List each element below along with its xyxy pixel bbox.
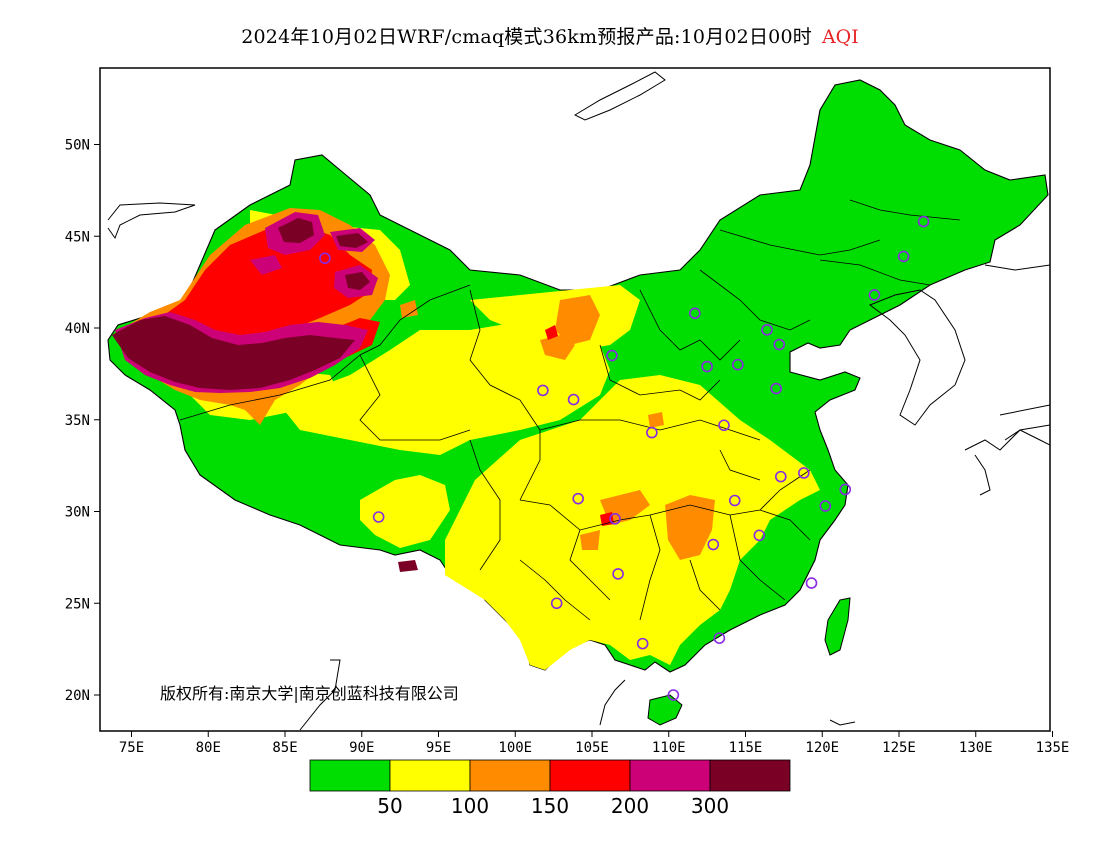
city-station-marker [319,252,331,265]
legend-label: 150 [530,794,570,818]
title-text: 2024年10月02日WRF/cmaq模式36km预报产品:10月02日00时 [241,26,812,48]
city-station-marker [753,529,766,542]
longitude-axis: 75E 80E 85E 90E 95E 100E 105E 110E 115E 120E 125E 1… [119,731,1070,756]
lat-tick-label: 40N [65,321,90,337]
city-station-marker [646,426,658,439]
city-station-marker [372,511,385,523]
title-variable: AQI [821,26,859,48]
city-station-marker [868,289,881,301]
lon-tick-label: 95E [426,740,451,756]
lon-tick-label: 85E [272,740,297,756]
lat-tick-label: 50N [65,138,90,154]
lat-tick-label: 35N [65,413,90,429]
city-stations [319,215,930,701]
city-station-marker [701,360,713,373]
legend-swatch [549,759,631,792]
city-station-marker [798,467,810,479]
city-station-marker [606,349,618,362]
lon-tick-label: 115E [729,740,763,756]
lon-tick-label: 75E [119,740,144,756]
lon-tick-label: 110E [652,740,686,756]
city-station-marker [689,307,701,320]
city-station-marker [839,483,852,496]
legend-swatch [629,759,711,792]
aqi-hazardous-zone [112,218,418,572]
latitude-axis: 50N 45N 40N 35N 30N 25N 20N [65,138,100,704]
province-boundaries [179,199,961,621]
city-station-marker [917,215,930,228]
city-station-marker [612,568,624,580]
legend-swatch [309,759,391,792]
lat-tick-label: 20N [65,688,90,704]
map-body [107,71,1050,731]
legend-label: 50 [377,794,403,818]
legend-label: 300 [690,794,730,818]
lon-tick-label: 125E [882,740,916,756]
city-station-marker [707,538,720,551]
city-station-marker [897,250,910,263]
legend-swatch [709,759,791,792]
city-station-marker [718,419,730,432]
lon-tick-label: 90E [349,740,374,756]
city-station-marker [805,577,818,589]
lat-tick-label: 30N [65,505,90,521]
legend-swatch [469,759,551,792]
taiwan-island [824,597,851,656]
city-station-marker [732,358,744,371]
city-station-marker [761,324,773,336]
lon-tick-label: 135E [1036,740,1070,756]
legend-label: 200 [610,794,650,818]
city-station-marker [572,492,584,505]
city-station-marker [773,338,786,351]
lon-tick-label: 105E [575,740,609,756]
copyright-notice: 版权所有:南京大学|南京创蓝科技有限公司 [160,684,459,703]
city-station-marker [667,689,680,701]
lat-tick-label: 25N [65,596,90,612]
city-station-marker [636,637,649,650]
city-station-marker [770,382,783,395]
city-station-marker [567,393,580,406]
lon-tick-label: 130E [959,740,993,756]
lon-tick-label: 100E [498,740,532,756]
city-station-marker [537,384,549,397]
lon-tick-label: 80E [196,740,221,756]
legend-label: 100 [450,794,490,818]
city-station-marker [550,597,563,610]
aqi-color-legend [309,759,791,792]
lon-tick-label: 120E [805,740,839,756]
legend-swatch [389,759,471,792]
city-station-marker [775,470,787,483]
map-frame [99,67,1051,732]
city-station-marker [728,494,741,507]
city-station-marker [713,632,726,644]
lat-tick-label: 45N [65,229,90,245]
city-station-marker [609,513,621,525]
city-station-marker [819,500,832,512]
map-title: 2024年10月02日WRF/cmaq模式36km预报产品:10月02日00时 A… [0,22,1100,49]
coastlines [107,71,1050,731]
hainan-island [647,694,683,726]
